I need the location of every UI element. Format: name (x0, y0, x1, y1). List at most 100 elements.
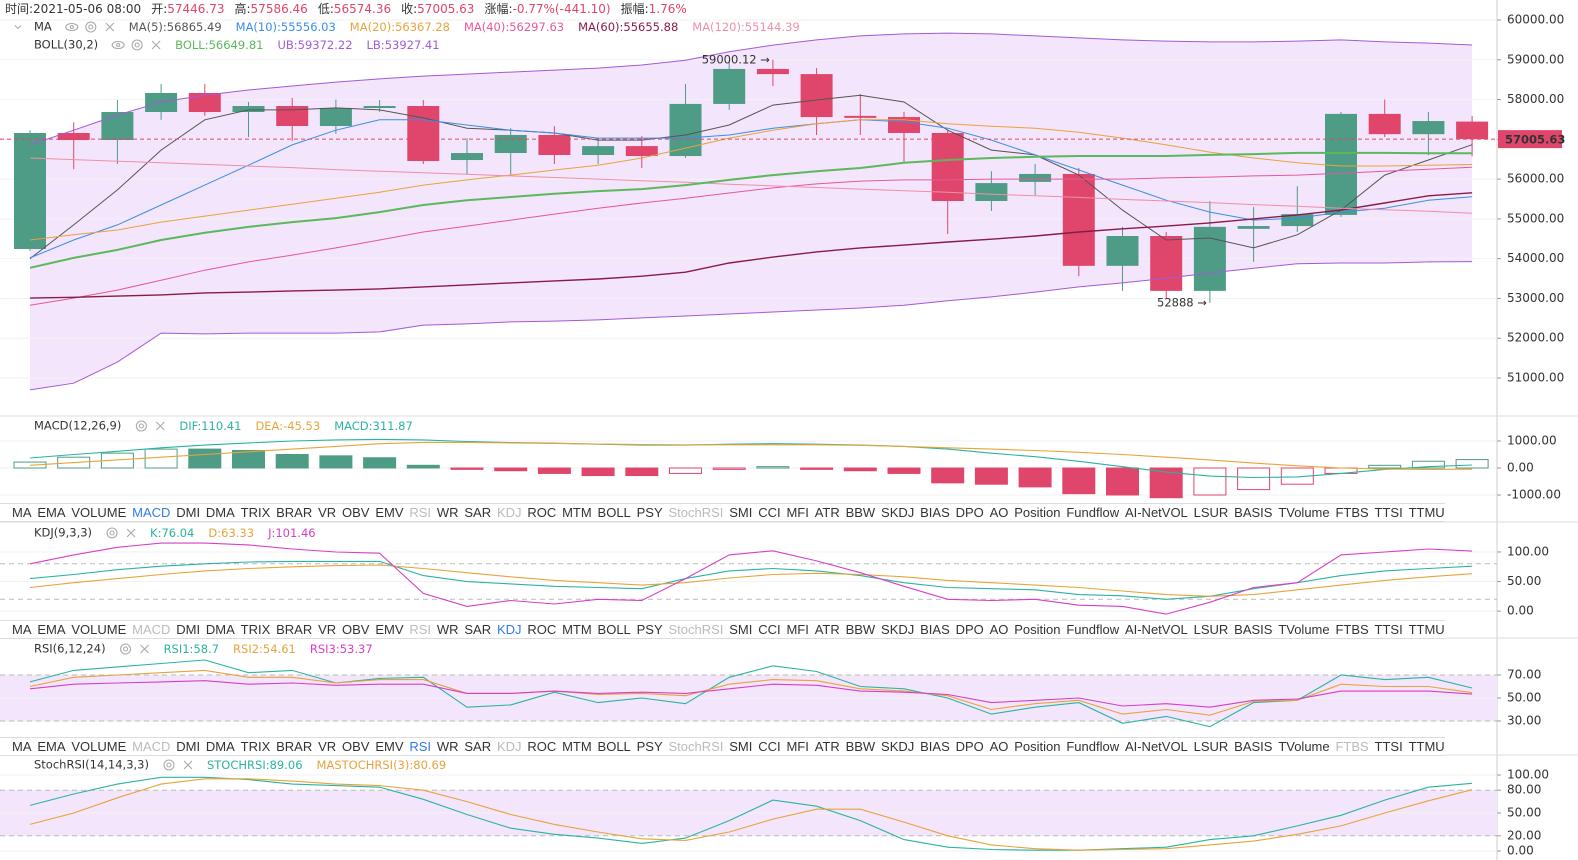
eye-icon[interactable] (111, 40, 125, 50)
indicator-tab[interactable]: EMV (375, 739, 404, 754)
indicator-tab[interactable]: AO (989, 739, 1009, 754)
indicator-tab[interactable]: BBW (845, 622, 876, 637)
indicator-tab[interactable]: BRAR (276, 739, 313, 754)
indicator-tab[interactable]: EMA (37, 622, 66, 637)
indicator-tab[interactable]: FTBS (1335, 622, 1369, 637)
indicator-tab[interactable]: MFI (786, 739, 809, 754)
indicator-tab[interactable]: TTSI (1374, 505, 1403, 520)
indicator-tab[interactable]: Position (1014, 739, 1061, 754)
indicator-tab[interactable]: WR (436, 739, 459, 754)
indicator-tab[interactable]: MFI (786, 505, 809, 520)
indicator-tab[interactable]: Fundflow (1066, 505, 1120, 520)
indicator-tab[interactable]: AO (989, 622, 1009, 637)
indicator-tab[interactable]: Position (1014, 622, 1061, 637)
indicator-tab[interactable]: CCI (758, 739, 781, 754)
indicator-tab[interactable]: DMI (176, 739, 201, 754)
close-icon[interactable] (126, 528, 136, 538)
indicator-tab[interactable]: BIAS (920, 739, 950, 754)
indicator-tab[interactable]: VOLUME (71, 505, 127, 520)
indicator-tab[interactable]: FTBS (1335, 505, 1369, 520)
close-icon[interactable] (105, 22, 115, 32)
indicator-tab[interactable]: TRIX (240, 622, 271, 637)
indicator-tab[interactable]: PSY (636, 739, 663, 754)
indicator-tab[interactable]: SAR (464, 622, 492, 637)
indicator-tab[interactable]: SKDJ (881, 505, 915, 520)
indicator-tab[interactable]: MACD (132, 505, 171, 520)
indicator-tab[interactable]: RSI (409, 622, 431, 637)
indicator-tab[interactable]: BOLL (597, 739, 631, 754)
indicator-tab[interactable]: LSUR (1193, 505, 1229, 520)
indicator-tab[interactable]: WR (436, 622, 459, 637)
indicator-tab[interactable]: RSI (409, 505, 431, 520)
indicator-tab[interactable]: PSY (636, 505, 663, 520)
gear-icon[interactable] (131, 39, 143, 51)
indicator-tab[interactable]: WR (436, 505, 459, 520)
indicator-tab[interactable]: TTSI (1374, 739, 1403, 754)
indicator-tab[interactable]: CCI (758, 505, 781, 520)
indicator-tab[interactable]: ROC (527, 739, 557, 754)
indicator-tab[interactable]: LSUR (1193, 622, 1229, 637)
indicator-tab[interactable]: RSI (409, 739, 431, 754)
indicator-tab[interactable]: DMA (205, 622, 235, 637)
indicator-tab[interactable]: MACD (132, 622, 171, 637)
indicator-tab[interactable]: CCI (758, 622, 781, 637)
close-icon[interactable] (140, 644, 149, 654)
gear-icon[interactable] (85, 21, 97, 33)
indicator-tab[interactable]: SAR (464, 505, 492, 520)
indicator-tab[interactable]: TTMU (1408, 622, 1445, 637)
chevron-icon[interactable] (14, 25, 22, 30)
indicator-tab[interactable]: VR (318, 622, 337, 637)
indicator-tab[interactable]: KDJ (496, 739, 522, 754)
indicator-tab[interactable]: VOLUME (71, 622, 127, 637)
indicator-tab[interactable]: Position (1014, 505, 1061, 520)
indicator-tab[interactable]: MA (12, 505, 32, 520)
indicator-tab[interactable]: BOLL (597, 505, 631, 520)
indicator-tab[interactable]: AO (989, 505, 1009, 520)
indicator-tab[interactable]: BIAS (920, 505, 950, 520)
indicator-tab[interactable]: MTM (562, 505, 592, 520)
indicator-tab[interactable]: EMV (375, 622, 404, 637)
indicator-tab[interactable]: FTBS (1335, 739, 1369, 754)
indicator-tab[interactable]: EMA (37, 505, 66, 520)
close-icon[interactable] (151, 40, 161, 50)
indicator-tab[interactable]: DPO (955, 739, 984, 754)
indicator-tab[interactable]: TVolume (1278, 505, 1330, 520)
indicator-tab[interactable]: TTSI (1374, 622, 1403, 637)
indicator-tab[interactable]: StochRSI (668, 505, 724, 520)
indicator-tab[interactable]: OBV (342, 505, 370, 520)
indicator-tab[interactable]: StochRSI (668, 739, 724, 754)
gear-icon[interactable] (106, 527, 118, 539)
indicator-tab[interactable]: BASIS (1234, 622, 1273, 637)
indicator-tab[interactable]: BRAR (276, 505, 313, 520)
indicator-tab[interactable]: OBV (342, 739, 370, 754)
indicator-tab[interactable]: ROC (527, 505, 557, 520)
indicator-tab[interactable]: ATR (814, 505, 840, 520)
gear-icon[interactable] (135, 420, 147, 432)
indicator-tab[interactable]: TVolume (1278, 739, 1330, 754)
indicator-tab[interactable]: EMV (375, 505, 404, 520)
indicator-tab[interactable]: TRIX (240, 739, 271, 754)
indicator-tab[interactable]: KDJ (496, 505, 522, 520)
indicator-tab[interactable]: BIAS (920, 622, 950, 637)
close-icon[interactable] (183, 760, 193, 770)
indicator-tab[interactable]: BRAR (276, 622, 313, 637)
indicator-tab[interactable]: MACD (132, 739, 171, 754)
indicator-tab[interactable]: MA (12, 739, 32, 754)
indicator-tab[interactable]: DMI (176, 505, 201, 520)
indicator-tab[interactable]: TTMU (1408, 505, 1445, 520)
indicator-tab[interactable]: TRIX (240, 505, 271, 520)
indicator-tab[interactable]: AI-NetVOL (1124, 739, 1188, 754)
indicator-tab[interactable]: BOLL (597, 622, 631, 637)
indicator-tab[interactable]: ATR (814, 622, 840, 637)
indicator-tab[interactable]: AI-NetVOL (1124, 622, 1188, 637)
indicator-tab[interactable]: SMI (729, 622, 753, 637)
indicator-tab[interactable]: VR (318, 739, 337, 754)
indicator-tab[interactable]: SMI (729, 739, 753, 754)
indicator-tab[interactable]: SKDJ (881, 739, 915, 754)
indicator-tab[interactable]: DMA (205, 739, 235, 754)
indicator-tab[interactable]: ATR (814, 739, 840, 754)
indicator-tab[interactable]: SKDJ (881, 622, 915, 637)
indicator-tab[interactable]: BASIS (1234, 739, 1273, 754)
indicator-tab[interactable]: TTMU (1408, 739, 1445, 754)
indicator-tab[interactable]: BBW (845, 505, 876, 520)
